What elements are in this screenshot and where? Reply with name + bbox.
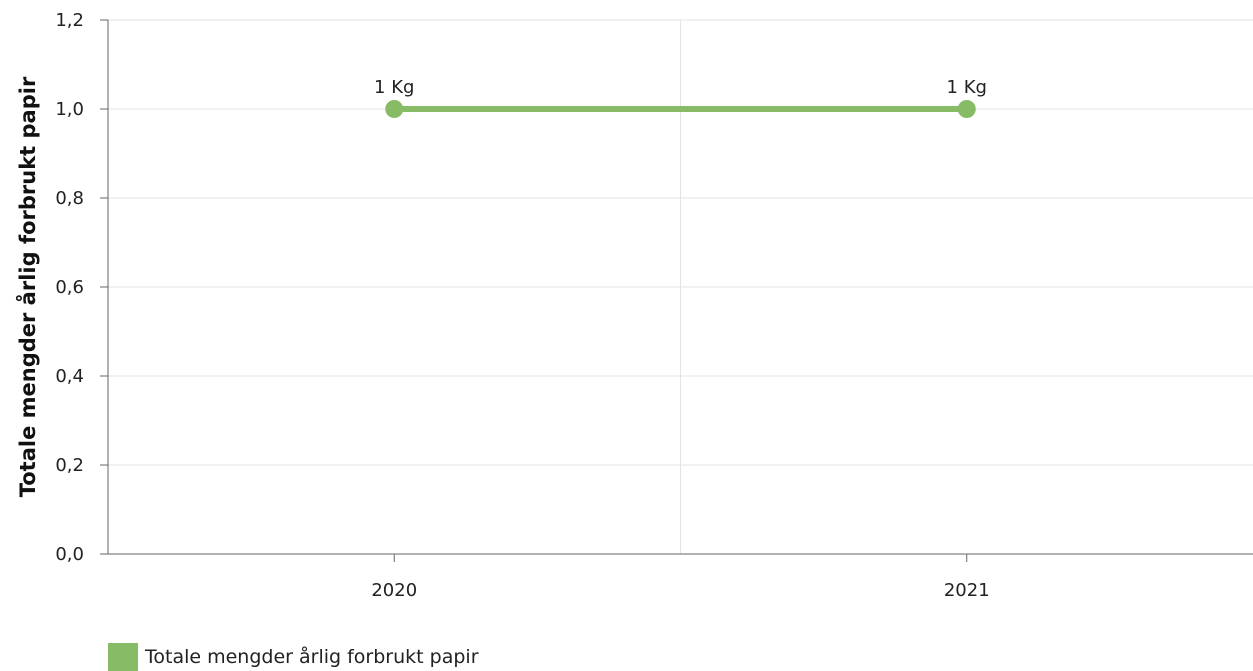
y-tick-label: 0,6 (55, 277, 84, 298)
legend-label: Totale mengder årlig forbrukt papir (145, 646, 479, 668)
y-tick-label: 0,8 (55, 188, 84, 209)
data-label: 1 Kg (947, 77, 987, 98)
y-tick-label: 0,2 (55, 455, 84, 476)
y-axis-label: Totale mengder årlig forbrukt papir (15, 76, 40, 497)
gridlines (108, 19, 1253, 554)
series-group: 1 Kg 1 Kg (374, 77, 987, 118)
y-tick-label: 1,0 (55, 99, 84, 120)
y-tick-label: 0,0 (55, 544, 84, 565)
y-tick-label: 1,2 (55, 10, 84, 31)
legend[interactable]: Totale mengder årlig forbrukt papir (108, 643, 479, 671)
y-tick-label: 0,4 (55, 366, 84, 387)
data-point[interactable] (385, 100, 404, 118)
data-point[interactable] (957, 100, 976, 118)
line-chart: 0,0 0,2 0,4 0,6 0,8 1,0 1,2 2020 2021 1 Kg 1 Kg … (15, 10, 1253, 601)
x-tick-label: 2020 (371, 580, 417, 601)
axes (100, 19, 1253, 562)
y-axis-ticks: 0,0 0,2 0,4 0,6 0,8 1,0 1,2 (55, 10, 84, 565)
x-axis-ticks: 2020 2021 (371, 580, 989, 601)
x-tick-label: 2021 (944, 580, 990, 601)
legend-swatch (108, 643, 138, 671)
data-label: 1 Kg (374, 77, 414, 98)
